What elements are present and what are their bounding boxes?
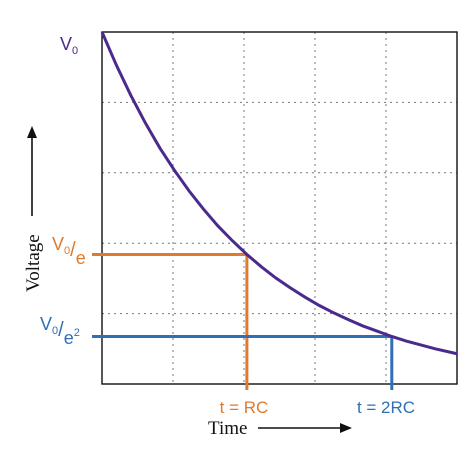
x-axis-label: Time — [208, 418, 247, 439]
y-label-v0e-slash: / — [70, 239, 76, 261]
y-label-v0e-sub: 0 — [64, 245, 70, 257]
y-label-v0-over-e2: V0/e2 — [40, 314, 80, 348]
y-label-v0: V0 — [60, 34, 78, 57]
voltage-curve — [100, 31, 458, 356]
marker-lines — [92, 252, 394, 390]
y-label-v0e2-exp: 2 — [74, 327, 80, 339]
plot-frame — [101, 31, 458, 385]
x-tick-label-t-rc: t = RC — [220, 398, 269, 417]
grid-lines — [102, 32, 457, 384]
y-label-v0-over-e: V0/e — [52, 234, 86, 268]
x-axis-arrow — [258, 423, 352, 433]
x-tick-label-t-2rc: t = 2RC — [357, 398, 415, 417]
y-label-v0e-den: e — [76, 248, 86, 268]
y-label-v0e2-slash: / — [58, 319, 64, 341]
y-axis-label: Voltage — [23, 234, 44, 292]
y-label-v0e2-sub: 0 — [52, 325, 58, 337]
y-axis-arrow — [27, 126, 37, 216]
y-label-v0-sub: 0 — [72, 45, 78, 57]
y-label-v0e2-den: e — [64, 328, 74, 348]
